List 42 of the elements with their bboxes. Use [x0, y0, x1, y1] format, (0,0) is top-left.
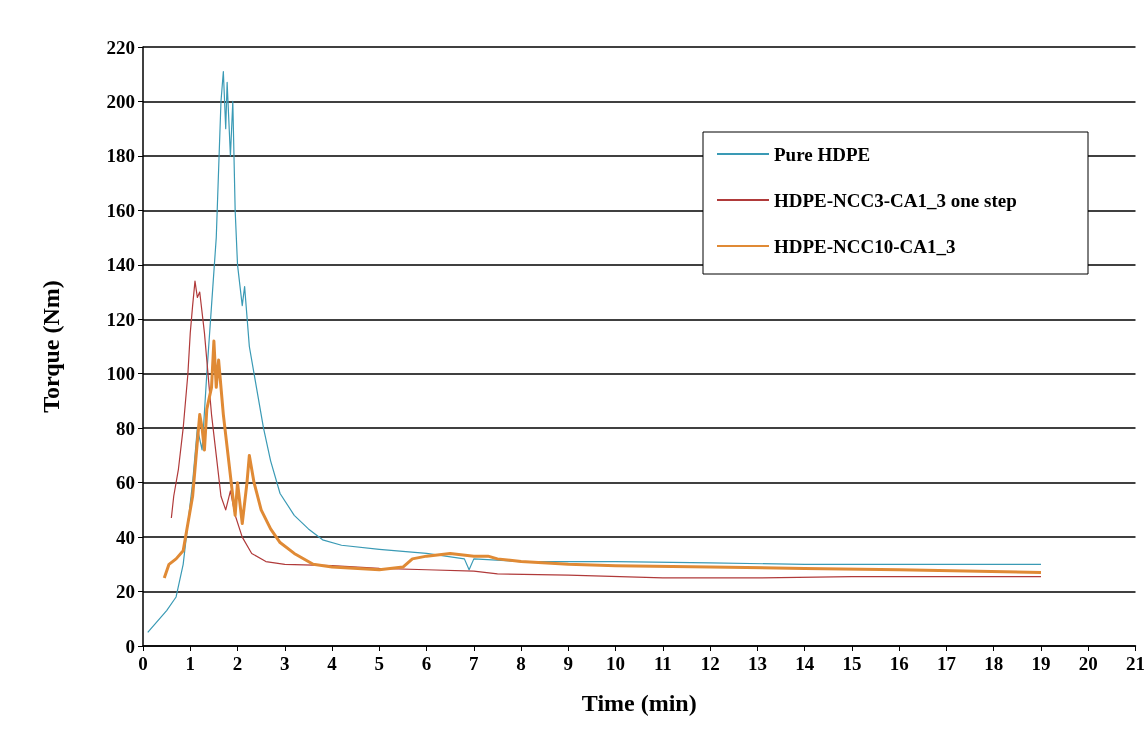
- x-tick-label: 5: [374, 653, 385, 674]
- x-tick-label: 12: [700, 653, 720, 674]
- x-tick-label: 13: [747, 653, 767, 674]
- x-tick-label: 21: [1126, 653, 1145, 674]
- x-tick-label: 16: [889, 653, 909, 674]
- x-tick-label: 0: [138, 653, 148, 674]
- x-tick-label: 2: [232, 653, 243, 674]
- legend-label: HDPE-NCC10-CA1_3: [774, 235, 956, 257]
- line-series: [147, 70, 1042, 633]
- x-tick-label: 7: [469, 653, 480, 674]
- y-tick-label: 220: [106, 36, 135, 58]
- x-tick-label: 19: [1031, 653, 1051, 674]
- x-tick-label: 6: [421, 653, 432, 674]
- y-axis-title: Torque (Nm): [38, 280, 64, 413]
- line-series: [170, 280, 1042, 579]
- y-tick-label: 100: [106, 363, 135, 385]
- y-tick-label: 40: [116, 526, 135, 548]
- line-series: [162, 339, 1043, 580]
- y-tick-label: 180: [106, 145, 135, 167]
- x-tick-label: 3: [280, 653, 290, 674]
- x-tick-label: 20: [1078, 653, 1098, 674]
- x-tick-label: 1: [185, 653, 196, 674]
- x-tick-label: 8: [516, 653, 526, 674]
- y-tick-label: 20: [116, 581, 135, 603]
- y-tick-label: 60: [116, 472, 135, 494]
- y-tick-label: 140: [106, 254, 135, 276]
- x-tick-label: 14: [795, 653, 815, 674]
- x-tick-label: 17: [936, 653, 957, 674]
- x-axis-title: Time (min): [581, 690, 697, 716]
- y-tick-label: 160: [106, 199, 135, 221]
- x-tick-label: 4: [327, 653, 338, 674]
- y-tick-label: 200: [106, 90, 135, 112]
- y-tick-label: 0: [125, 635, 135, 657]
- x-tick-label: 15: [842, 653, 862, 674]
- legend-label: HDPE-NCC3-CA1_3 one step: [774, 189, 1017, 211]
- x-tick-label: 18: [984, 653, 1004, 674]
- x-tick-label: 10: [606, 653, 626, 674]
- legend-label: Pure HDPE: [774, 143, 871, 165]
- y-tick-label: 80: [116, 417, 135, 439]
- y-tick-label: 120: [106, 308, 135, 330]
- x-tick-label: 11: [653, 653, 672, 674]
- x-tick-label: 9: [563, 653, 574, 674]
